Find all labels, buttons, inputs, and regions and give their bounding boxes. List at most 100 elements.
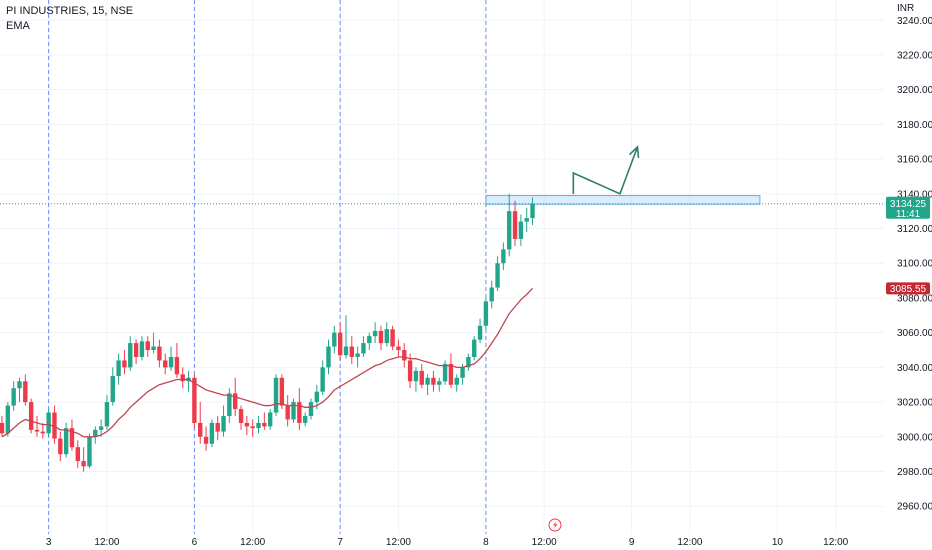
candle-body: [477, 325, 483, 340]
lightning-icon: [548, 518, 562, 532]
candle-body: [291, 402, 296, 420]
time-tick-label: 10: [772, 537, 784, 548]
symbol-title[interactable]: PI INDUSTRIES, 15, NSE: [6, 5, 134, 17]
price-axis[interactable]: 3240.00 3220.00 3200.00 3180.00 3160.00 3140.…: [886, 3, 932, 513]
candle-body: [58, 438, 63, 455]
candle-body: [501, 249, 506, 264]
candle-body: [69, 428, 75, 448]
time-tick-label: 12:00: [532, 537, 557, 548]
candle-body: [28, 402, 34, 430]
price-tick-label: 3140.00: [897, 189, 932, 200]
time-tick-label: 12:00: [94, 537, 119, 548]
price-tick-label: 3240.00: [897, 16, 932, 27]
grid: [0, 0, 884, 534]
last-price-value: 3134.25: [890, 199, 927, 210]
candle-body: [437, 381, 442, 385]
candle-down: [297, 388, 302, 430]
candle-body: [93, 429, 98, 437]
candle-body: [46, 412, 51, 434]
candle-up: [11, 381, 16, 411]
time-axis[interactable]: 3 12:00 6 12:00 7 12:00 8 12:00 9 12:00 10 12:00: [46, 537, 849, 548]
candle-body: [332, 332, 337, 347]
candle-body: [110, 376, 115, 403]
candle-down: [23, 374, 28, 406]
candle-body: [472, 339, 477, 357]
candle-body: [372, 330, 378, 337]
candle-body: [40, 431, 46, 434]
time-tick-label: 6: [192, 537, 198, 548]
candle-down: [285, 395, 290, 427]
candle-body: [215, 422, 220, 432]
candle-up: [320, 360, 325, 396]
candle-down: [419, 363, 424, 389]
candle-body: [11, 388, 16, 406]
candle-up: [326, 339, 331, 375]
candle-body: [378, 330, 384, 344]
candle-body: [0, 422, 5, 434]
candle-body: [407, 360, 413, 382]
candle-down: [133, 339, 139, 364]
resistance-zone[interactable]: [485, 195, 761, 205]
ema-path: [1, 287, 534, 438]
candle-body: [192, 377, 197, 423]
candle-up: [355, 346, 360, 368]
time-tick-label: 9: [629, 537, 635, 548]
candle-down: [122, 350, 127, 375]
candle-body: [489, 287, 494, 302]
candle-body: [320, 367, 325, 392]
candle-up: [46, 409, 51, 437]
candle-up: [442, 360, 448, 385]
candle-down: [337, 322, 343, 361]
candle-body: [337, 332, 343, 356]
candle-body: [524, 218, 529, 222]
time-tick-label: 7: [337, 537, 343, 548]
candle-down: [69, 419, 75, 451]
time-tick-label: 3: [46, 537, 52, 548]
candle-body: [483, 301, 489, 326]
candle-up: [5, 402, 11, 437]
price-tick-label: 2980.00: [897, 467, 932, 478]
candle-up: [454, 374, 459, 392]
candle-body: [454, 377, 459, 385]
projection-path: [572, 146, 639, 195]
candle-down: [28, 398, 34, 434]
candle-body: [460, 367, 465, 378]
candle-body: [139, 341, 145, 357]
candle-body: [262, 422, 267, 427]
candle-up: [343, 315, 349, 359]
candle-body: [203, 436, 209, 444]
candle-up: [372, 322, 378, 344]
candle-body: [512, 211, 518, 239]
candle-body: [63, 428, 69, 455]
candle-up: [17, 377, 22, 403]
candle-up: [151, 332, 156, 354]
candle-up: [93, 426, 98, 444]
price-tick-label: 3060.00: [897, 328, 932, 339]
candle-body: [180, 374, 185, 382]
candle-down: [402, 343, 407, 368]
candle-body: [157, 346, 162, 361]
candle-up: [116, 353, 121, 385]
candle-up: [302, 412, 308, 427]
candle-up: [139, 336, 145, 361]
candle-down: [58, 431, 63, 462]
candle-body: [431, 377, 436, 385]
last-price-badge: [886, 196, 930, 219]
candle-body: [221, 415, 226, 432]
candle-body: [413, 370, 419, 382]
candle-up: [466, 353, 471, 371]
indicator-label[interactable]: EMA: [6, 20, 30, 32]
footer: [548, 518, 562, 532]
ema-value: 3085.55: [890, 284, 927, 295]
candle-body: [384, 329, 389, 344]
candle-down: [349, 336, 354, 364]
candle-up: [267, 409, 273, 430]
projection-arrow[interactable]: [572, 145, 640, 195]
candle-down: [180, 367, 185, 389]
candle-body: [466, 356, 471, 368]
candle-up: [186, 370, 191, 392]
candle-up: [367, 332, 372, 351]
price-tick-label: 2960.00: [897, 502, 932, 513]
candle-body: [267, 412, 273, 427]
